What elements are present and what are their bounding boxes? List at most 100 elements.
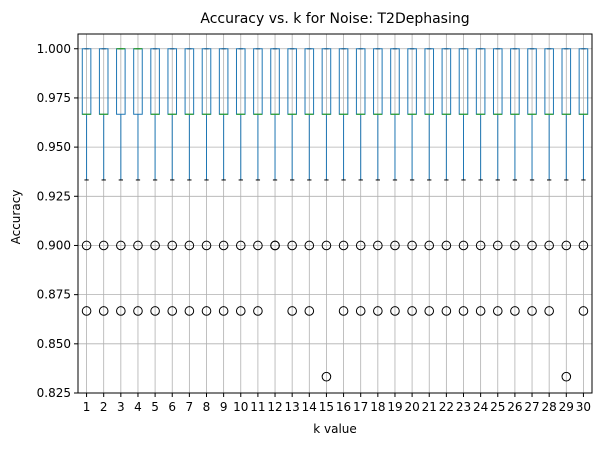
chart-title: Accuracy vs. k for Noise: T2Dephasing xyxy=(200,11,469,27)
box-14 xyxy=(304,48,315,181)
box-22 xyxy=(441,48,452,181)
box-8 xyxy=(201,48,212,181)
outlier-point xyxy=(458,306,469,316)
outlier-point xyxy=(133,240,143,251)
grid-lines xyxy=(78,34,592,394)
outlier-point xyxy=(510,306,520,316)
outlier-point xyxy=(98,306,109,316)
x-tick-label: 13 xyxy=(285,400,300,414)
box-2 xyxy=(98,48,109,181)
outlier-point xyxy=(321,240,332,251)
box-13 xyxy=(287,48,297,181)
box-30 xyxy=(578,48,589,181)
box-19 xyxy=(390,48,400,181)
outlier-point xyxy=(235,306,246,316)
outlier-point xyxy=(184,306,195,316)
x-tick-label: 20 xyxy=(404,400,419,414)
outlier-point xyxy=(475,306,486,316)
outlier-point xyxy=(235,240,246,251)
x-tick-label: 9 xyxy=(220,400,228,414)
outlier-point xyxy=(218,240,229,251)
x-tick-label: 11 xyxy=(250,400,265,414)
box-29 xyxy=(561,48,572,181)
outlier-point xyxy=(544,306,554,316)
x-tick-label: 21 xyxy=(422,400,437,414)
y-axis-label: Accuracy xyxy=(9,190,23,245)
y-tick-label: 0.950 xyxy=(37,140,71,154)
box-11 xyxy=(253,48,263,181)
x-tick-label: 22 xyxy=(439,400,454,414)
x-tick-label: 8 xyxy=(203,400,211,414)
box-28 xyxy=(544,48,554,181)
box-18 xyxy=(373,48,383,181)
outlier-point xyxy=(475,240,486,251)
x-tick-label: 5 xyxy=(151,400,159,414)
y-tick-label: 0.825 xyxy=(37,386,71,400)
x-tick-label: 10 xyxy=(233,400,248,414)
x-tick-label: 19 xyxy=(387,400,402,414)
axes: 0.825 0.850 0.875 0.900 0.925 0.950 0.975 1.000… xyxy=(37,33,593,414)
outlier-point xyxy=(527,240,537,251)
outlier-point xyxy=(116,306,126,316)
y-tick-label: 1.000 xyxy=(37,42,71,56)
outlier-point xyxy=(270,240,280,251)
x-tick-label: 17 xyxy=(353,400,368,414)
outlier-point xyxy=(253,306,263,316)
outlier-point xyxy=(338,306,349,316)
x-tick-label: 14 xyxy=(302,400,317,414)
box-17 xyxy=(355,48,366,181)
outlier-point xyxy=(287,306,297,316)
outlier-point xyxy=(116,240,126,251)
x-tick-label: 23 xyxy=(456,400,471,414)
outlier-point xyxy=(561,240,572,251)
box-7 xyxy=(184,48,195,181)
box-20 xyxy=(407,48,417,181)
y-tick-label: 0.875 xyxy=(37,288,71,302)
box-15 xyxy=(321,48,332,181)
y-tick-label: 0.925 xyxy=(37,189,71,203)
outlier-point xyxy=(218,306,229,316)
outlier-point xyxy=(441,240,452,251)
x-tick-label: 27 xyxy=(524,400,539,414)
outlier-point xyxy=(201,306,212,316)
outlier-point xyxy=(98,240,109,251)
x-tick-label: 12 xyxy=(267,400,282,414)
x-tick-label: 7 xyxy=(186,400,194,414)
outlier-point xyxy=(407,240,417,251)
outlier-point xyxy=(492,240,503,251)
outlier-point xyxy=(304,240,315,251)
x-tick-label: 16 xyxy=(336,400,351,414)
box-27 xyxy=(527,48,537,181)
outlier-point xyxy=(321,371,332,382)
outlier-point xyxy=(167,240,178,251)
box-23 xyxy=(458,48,469,181)
outlier-point xyxy=(424,306,435,316)
outlier-point xyxy=(150,240,160,251)
y-tick-label: 0.975 xyxy=(37,91,71,105)
outlier-point xyxy=(287,240,297,251)
y-tick-label: 0.900 xyxy=(37,238,71,252)
outlier-point xyxy=(133,306,143,316)
box-26 xyxy=(510,48,520,181)
box-1 xyxy=(81,48,92,181)
outlier-point xyxy=(355,306,366,316)
outliers xyxy=(81,240,589,382)
outlier-point xyxy=(304,306,315,316)
box-5 xyxy=(150,48,160,181)
outlier-point xyxy=(373,306,383,316)
x-tick-label: 26 xyxy=(507,400,522,414)
x-tick-label: 18 xyxy=(370,400,385,414)
box-6 xyxy=(167,48,178,181)
outlier-point xyxy=(527,306,537,316)
x-tick-label: 6 xyxy=(168,400,176,414)
outlier-point xyxy=(253,240,263,251)
x-tick-label: 25 xyxy=(490,400,505,414)
x-tick-label: 28 xyxy=(542,400,557,414)
outlier-point xyxy=(390,306,400,316)
outlier-point xyxy=(184,240,195,251)
box-12 xyxy=(270,48,280,181)
x-tick-label: 24 xyxy=(473,400,488,414)
box-25 xyxy=(492,48,503,181)
